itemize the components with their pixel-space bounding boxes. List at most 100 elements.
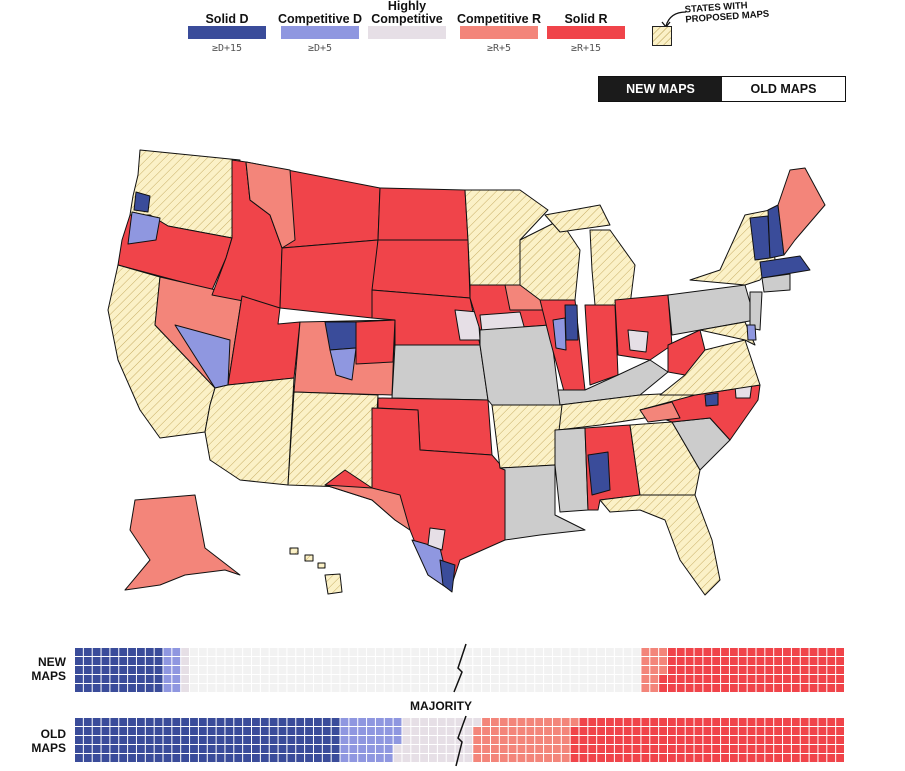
- seat-cell: [287, 754, 296, 762]
- state-hawaii[interactable]: [289, 547, 343, 595]
- seat-cell: [181, 736, 190, 744]
- seat-cell: [172, 666, 181, 674]
- seat-cell: [836, 727, 844, 735]
- seat-cell: [296, 684, 305, 692]
- seat-cell: [287, 666, 296, 674]
- seat-cell: [243, 736, 252, 744]
- seat-cell: [535, 718, 544, 726]
- district-colorado-r[interactable]: [355, 319, 396, 365]
- seat-cell: [384, 648, 393, 656]
- state-arkansas[interactable]: [491, 404, 563, 469]
- state-connecticut[interactable]: [761, 273, 791, 293]
- seat-cell: [437, 657, 446, 665]
- old-maps-button[interactable]: OLD MAPS: [722, 77, 845, 101]
- seat-cell: [243, 684, 252, 692]
- seat-cell: [75, 675, 83, 683]
- seat-cell: [136, 745, 145, 753]
- seat-cell: [128, 657, 136, 665]
- state-new-mexico[interactable]: [287, 391, 379, 489]
- district-oregon-solid-d[interactable]: [133, 191, 151, 213]
- state-kansas[interactable]: [391, 344, 489, 401]
- seat-cell: [322, 648, 331, 656]
- state-north-dakota[interactable]: [377, 187, 469, 241]
- seat-cell: [535, 684, 544, 692]
- district-colorado-d[interactable]: [324, 321, 359, 351]
- district-ohio-highly[interactable]: [627, 329, 649, 353]
- seat-cell: [676, 675, 685, 683]
- seat-cell: [650, 727, 659, 735]
- seat-cell: [694, 718, 703, 726]
- district-illinois-comp-d[interactable]: [552, 317, 567, 351]
- state-virginia[interactable]: [659, 339, 761, 396]
- seat-cell: [508, 718, 517, 726]
- seat-cell: [110, 666, 119, 674]
- seat-cell: [464, 718, 473, 726]
- seat-cell: [216, 675, 225, 683]
- seat-cell: [508, 648, 517, 656]
- district-texas-comp-r[interactable]: [324, 484, 411, 531]
- state-wyoming[interactable]: [279, 239, 379, 319]
- seat-cell: [765, 648, 774, 656]
- seat-cell: [340, 684, 349, 692]
- district-alabama-d[interactable]: [587, 451, 611, 496]
- seat-cell: [623, 745, 632, 753]
- seat-cell: [490, 718, 499, 726]
- seat-cell: [827, 736, 836, 744]
- seat-cell: [676, 684, 685, 692]
- district-nc-d[interactable]: [704, 392, 719, 407]
- state-alaska[interactable]: [124, 494, 241, 591]
- district-delaware-d[interactable]: [746, 324, 757, 341]
- seat-cell: [703, 745, 712, 753]
- seat-cell: [243, 727, 252, 735]
- district-texas-solid-d[interactable]: [439, 559, 456, 593]
- seat-cell: [597, 718, 606, 726]
- district-nc-comp-r[interactable]: [639, 401, 681, 423]
- seat-cell: [367, 727, 375, 735]
- seat-cell: [163, 657, 172, 665]
- district-texas-highly[interactable]: [427, 527, 446, 551]
- seat-cell: [499, 648, 508, 656]
- state-arizona[interactable]: [204, 377, 295, 486]
- seat-cell: [579, 675, 588, 683]
- seat-cell: [579, 718, 588, 726]
- state-michigan-up[interactable]: [544, 204, 611, 233]
- seat-cell: [544, 666, 552, 674]
- seat-cell: [747, 684, 756, 692]
- state-indiana[interactable]: [584, 304, 619, 386]
- state-mississippi[interactable]: [554, 427, 589, 513]
- seat-cell: [517, 736, 526, 744]
- seat-cell: [207, 675, 216, 683]
- seat-cell: [774, 736, 783, 744]
- seat-cell: [420, 666, 429, 674]
- seat-cell: [464, 684, 473, 692]
- seat-cell: [791, 657, 800, 665]
- state-maine[interactable]: [777, 167, 826, 256]
- seat-cell: [402, 754, 411, 762]
- state-louisiana[interactable]: [499, 464, 586, 541]
- seat-cell: [287, 718, 296, 726]
- state-michigan[interactable]: [589, 229, 636, 306]
- district-colorado-comp-d[interactable]: [329, 347, 357, 381]
- seat-cell: [367, 657, 375, 665]
- state-south-dakota[interactable]: [371, 239, 471, 299]
- seat-cell: [818, 727, 827, 735]
- seat-cell: [482, 657, 490, 665]
- seat-cell: [128, 754, 136, 762]
- state-wisconsin[interactable]: [519, 219, 581, 301]
- state-maryland[interactable]: [699, 321, 756, 346]
- seat-cell: [641, 684, 650, 692]
- state-florida[interactable]: [599, 494, 721, 596]
- seat-cell: [738, 745, 747, 753]
- new-maps-button[interactable]: NEW MAPS: [599, 77, 722, 101]
- seat-cell: [712, 745, 721, 753]
- state-massachusetts[interactable]: [759, 255, 811, 279]
- seat-cell: [508, 745, 517, 753]
- seat-cell: [544, 684, 552, 692]
- district-illinois-d[interactable]: [564, 304, 579, 341]
- seat-cell: [190, 648, 198, 656]
- proposed-maps-label: STATES WITH PROPOSED MAPS: [684, 0, 770, 26]
- seat-cell: [694, 657, 703, 665]
- district-oregon-d[interactable]: [127, 211, 161, 245]
- seat-cell: [464, 736, 473, 744]
- state-new-jersey[interactable]: [749, 291, 763, 331]
